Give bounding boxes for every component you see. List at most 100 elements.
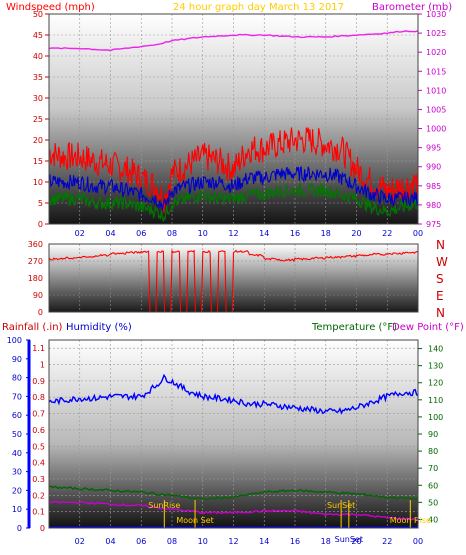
- graph-title: 24 hour graph day March 13 2017: [173, 2, 344, 13]
- baro-y-tick-label: 1025: [426, 29, 446, 38]
- event-label: SunSet: [327, 501, 355, 510]
- compass-label: E: [436, 289, 444, 303]
- event-label: SunSet: [335, 535, 363, 544]
- rain-y-tick-label: 0.6: [32, 426, 45, 435]
- temp-y-tick-label: 80: [428, 447, 438, 456]
- baro-y-tick-label: 985: [426, 182, 441, 191]
- x-tick-label: 10: [198, 229, 208, 238]
- x-tick-label: 02: [75, 229, 85, 238]
- wind-y-tick-label: 30: [33, 94, 43, 103]
- temperature-axis-title: Temperature (°F): [311, 322, 397, 333]
- baro-y-tick-label: 1015: [426, 67, 446, 76]
- compass-label: N: [436, 238, 445, 252]
- baro-y-tick-label: 995: [426, 144, 441, 153]
- rain-y-tick-label: 1.1: [32, 344, 45, 353]
- rain-y-tick-label: 0.5: [32, 442, 45, 451]
- x-tick-label: 22: [382, 229, 392, 238]
- wind-y-tick-label: 20: [33, 136, 43, 145]
- x-tick-label: 20: [351, 537, 361, 546]
- wind-axis-title: Windspeed (mph): [6, 2, 95, 13]
- compass-label: S: [436, 272, 444, 286]
- temp-y-tick-label: 50: [428, 498, 438, 507]
- x-tick-label: 12: [228, 229, 238, 238]
- compass-label: N: [436, 306, 445, 320]
- event-label: Moon Rise: [390, 516, 431, 525]
- temp-y-tick-label: 40: [428, 515, 438, 524]
- x-tick-label: 14: [259, 229, 269, 238]
- humidity-y-tick-label: 90: [12, 355, 22, 364]
- direction-y-tick-label: 270: [28, 257, 43, 266]
- direction-panel-series: [48, 249, 419, 313]
- humidity-y-tick-label: 70: [12, 392, 22, 401]
- wind-y-tick-label: 35: [33, 73, 43, 82]
- temperature-series-line: [48, 485, 419, 501]
- humidity-axis-title: Humidity (%): [66, 322, 132, 333]
- compass-label: W: [436, 255, 448, 269]
- humidity-y-tick-label: 60: [12, 411, 22, 420]
- direction-panel-axes: 360 N 270 W 180 S 90 E 0 N: [28, 238, 448, 320]
- baro-axis-title: Barometer (mb): [372, 2, 452, 13]
- rain-y-tick-label: 0.9: [32, 377, 45, 386]
- baro-y-tick-label: 1000: [426, 125, 446, 134]
- x-tick-label: 20: [351, 229, 361, 238]
- direction-y-tick-label: 360: [28, 240, 43, 249]
- wind-y-tick-label: 25: [33, 115, 43, 124]
- humidity-panel-axes: 10090807060504030201001.110.90.80.70.60.…: [7, 336, 444, 546]
- temp-y-tick-label: 140: [428, 345, 443, 354]
- temp-y-tick-label: 90: [428, 430, 438, 439]
- x-tick-label: 00: [413, 229, 423, 238]
- baro-y-tick-label: 980: [426, 201, 441, 210]
- event-label: SunRise: [148, 501, 180, 510]
- x-tick-label: 18: [321, 537, 331, 546]
- x-tick-label: 06: [136, 537, 146, 546]
- direction-y-tick-label: 180: [28, 274, 43, 283]
- x-tick-label: 12: [228, 537, 238, 546]
- wind-panel-axes: 5045403530252015105010301025102010151010…: [33, 10, 447, 238]
- wind-gust-series-line: [48, 127, 419, 214]
- temp-y-tick-label: 120: [428, 379, 443, 388]
- x-tick-label: 16: [290, 229, 300, 238]
- temp-y-tick-label: 100: [428, 413, 443, 422]
- humidity-panel-frame: [48, 339, 419, 529]
- wind-y-tick-label: 40: [33, 52, 43, 61]
- x-tick-label: 16: [290, 537, 300, 546]
- wind-y-tick-label: 5: [38, 199, 43, 208]
- humidity-y-tick-label: 80: [12, 374, 22, 383]
- x-tick-label: 04: [105, 229, 115, 238]
- baro-y-tick-label: 1020: [426, 48, 446, 57]
- baro-y-tick-label: 1010: [426, 86, 446, 95]
- humidity-y-tick-label: 10: [12, 505, 22, 514]
- humidity-y-tick-label: 50: [12, 430, 22, 439]
- x-tick-label: 08: [167, 537, 177, 546]
- x-tick-label: 08: [167, 229, 177, 238]
- rain-y-tick-label: 1: [40, 361, 45, 370]
- rain-y-tick-label: 0.1: [32, 508, 45, 517]
- rain-y-tick-label: 0.4: [32, 459, 45, 468]
- x-tick-label: 18: [321, 229, 331, 238]
- event-label: Moon Set: [176, 516, 213, 525]
- x-tick-label: 22: [382, 537, 392, 546]
- wind-minimum-series-line: [48, 182, 419, 222]
- wind-y-tick-label: 10: [33, 178, 43, 187]
- rain-y-tick-label: 0: [40, 524, 45, 533]
- humidity-y-tick-label: 40: [12, 449, 22, 458]
- humidity-y-tick-label: 100: [7, 336, 22, 345]
- rain-axis-title: Rainfall (.in): [2, 322, 63, 333]
- wind-panel-series: [48, 30, 419, 222]
- dewpoint-series-line: [48, 500, 419, 521]
- rain-y-tick-label: 0.8: [32, 393, 45, 402]
- wind-panel-frame: [48, 13, 419, 225]
- baro-y-tick-label: 990: [426, 163, 441, 172]
- x-tick-label: 00: [413, 537, 423, 546]
- temp-y-tick-label: 70: [428, 464, 438, 473]
- rain-y-tick-label: 0.2: [32, 491, 45, 500]
- wind-average-series-line: [48, 166, 419, 212]
- x-tick-label: 10: [198, 537, 208, 546]
- wind-y-tick-label: 15: [33, 157, 43, 166]
- humidity-y-tick-label: 20: [12, 486, 22, 495]
- wind-direction-series-line: [48, 249, 419, 313]
- direction-y-tick-label: 0: [38, 308, 43, 317]
- x-tick-label: 04: [105, 537, 115, 546]
- baro-y-tick-label: 1030: [426, 10, 446, 19]
